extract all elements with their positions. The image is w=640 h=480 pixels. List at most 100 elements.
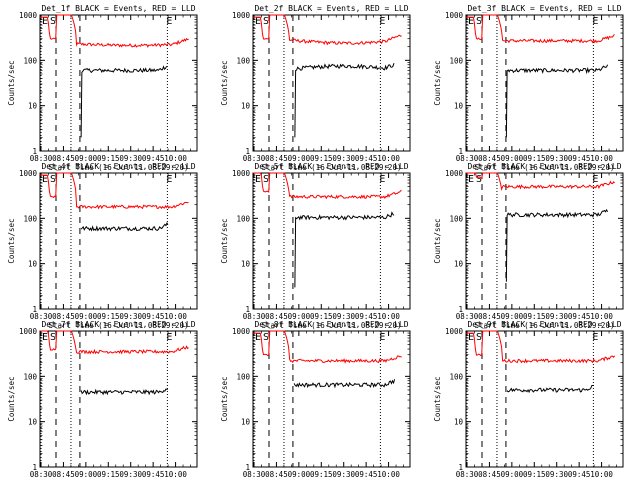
marker-label-e-start: E	[42, 332, 48, 343]
marker-label-s: S	[476, 174, 482, 185]
y-tick-label: 10	[241, 102, 251, 111]
x-tick-label: 09:45	[355, 312, 378, 321]
chart-panel-5f: Det_5f BLACK = Events, RED = LLD 1 10 100 10…	[220, 162, 411, 330]
marker-label-s: S	[263, 174, 269, 185]
x-tick-label: 09:00	[75, 312, 98, 321]
series-events-black	[80, 388, 169, 396]
y-tick-label: 100	[236, 372, 250, 381]
series-events-black	[80, 221, 169, 232]
x-tick-label: 09:30	[119, 154, 142, 163]
y-tick-label: 1000	[445, 169, 464, 178]
x-tick-label: 08:30	[243, 470, 266, 479]
chart-panel-1f: Det_1f BLACK = Events, RED = LLD 1 10 100 10…	[7, 4, 198, 172]
series-lld-red	[466, 172, 615, 191]
plot-frame	[252, 172, 411, 310]
series-events-black	[80, 65, 168, 138]
y-tick-label: 1	[458, 463, 463, 472]
series-lld-red	[253, 330, 402, 364]
y-tick-label: 1000	[232, 11, 251, 20]
x-tick-label: 09:30	[119, 470, 142, 479]
x-tick-label: 08:45	[265, 470, 288, 479]
y-tick-label: 100	[449, 56, 463, 65]
chart-panel-7f: Det_7f BLACK = Events, RED = LLD 1 10 100 10…	[7, 320, 198, 480]
x-tick-label: 08:45	[478, 470, 501, 479]
x-tick-label: 08:30	[30, 470, 53, 479]
marker-label-e-end: E	[592, 332, 598, 343]
x-tick-label: 09:30	[332, 470, 355, 479]
chart-panel-9f: Det_9f BLACK = Events, RED = LLD 1 10 100 10…	[433, 320, 624, 480]
chart-panel-6f: Det_6f BLACK = Events, RED = LLD 1 10 100 10…	[433, 162, 624, 330]
x-tick-label: 08:30	[456, 470, 479, 479]
y-tick-label: 1000	[445, 327, 464, 336]
chart-panel-4f: Det_4f BLACK = Events, RED = LLD 1 10 100 10…	[7, 162, 198, 330]
chart-title: Det_6f BLACK = Events, RED = LLD	[467, 162, 621, 171]
chart-title: Det_7f BLACK = Events, RED = LLD	[41, 320, 195, 329]
y-tick-label: 100	[23, 56, 37, 65]
chart-title: Det_1f BLACK = Events, RED = LLD	[41, 4, 195, 13]
marker-label-e-end: E	[166, 332, 172, 343]
y-axis-label: Counts/sec	[7, 376, 16, 421]
y-tick-label: 10	[28, 102, 38, 111]
y-tick-label: 100	[236, 214, 250, 223]
x-tick-label: 08:45	[265, 154, 288, 163]
x-tick-label: 10:00	[164, 312, 187, 321]
y-tick-label: 1	[458, 305, 463, 314]
y-axis-label: Counts/sec	[220, 376, 229, 421]
y-axis-label: Counts/sec	[433, 60, 442, 105]
marker-label-s: S	[476, 332, 482, 343]
x-axis-label: Start Time (16-Jul-11 08:29:20)	[49, 321, 189, 330]
plot-frame	[465, 330, 624, 468]
x-tick-label: 09:00	[501, 470, 524, 479]
y-axis-label: Counts/sec	[433, 218, 442, 263]
y-tick-label: 1	[32, 463, 37, 472]
series-events-black	[294, 63, 395, 138]
marker-label-e-end: E	[379, 332, 385, 343]
x-tick-label: 09:30	[332, 312, 355, 321]
y-axis-label: Counts/sec	[7, 60, 16, 105]
x-tick-label: 10:00	[590, 312, 613, 321]
x-tick-label: 08:30	[456, 154, 479, 163]
x-tick-label: 09:00	[288, 312, 311, 321]
x-tick-label: 09:45	[142, 470, 165, 479]
x-axis-label: Start Time (16-Jul-11 08:29:20)	[49, 163, 189, 172]
x-tick-label: 10:00	[377, 470, 400, 479]
x-axis-label: Start Time (16-Jul-11 08:29:20)	[262, 163, 402, 172]
x-axis-label: Start Time (16-Jul-11 08:29:20)	[475, 163, 615, 172]
series-events-black	[505, 64, 609, 138]
x-tick-label: 09:15	[523, 470, 546, 479]
y-axis-label: Counts/sec	[220, 218, 229, 263]
x-tick-label: 09:30	[545, 470, 568, 479]
x-tick-label: 08:30	[243, 154, 266, 163]
y-tick-label: 1000	[232, 169, 251, 178]
marker-label-e-start: E	[42, 174, 48, 185]
x-tick-label: 09:30	[545, 154, 568, 163]
chart-panel-8f: Det_8f BLACK = Events, RED = LLD 1 10 100 10…	[220, 320, 411, 480]
marker-label-s: S	[263, 332, 269, 343]
series-events-black	[505, 208, 609, 282]
x-tick-label: 09:00	[75, 470, 98, 479]
y-tick-label: 10	[454, 102, 464, 111]
chart-title: Det_4f BLACK = Events, RED = LLD	[41, 162, 195, 171]
series-lld-red	[40, 330, 189, 355]
x-tick-label: 08:45	[478, 312, 501, 321]
y-tick-label: 10	[241, 260, 251, 269]
x-tick-label: 09:00	[75, 154, 98, 163]
series-lld-red	[253, 14, 402, 46]
marker-label-e-end: E	[592, 16, 598, 27]
x-tick-label: 10:00	[590, 470, 613, 479]
x-tick-label: 08:30	[456, 312, 479, 321]
chart-panel-3f: Det_3f BLACK = Events, RED = LLD 1 10 100 10…	[433, 4, 624, 172]
x-tick-label: 08:30	[30, 312, 53, 321]
x-tick-label: 09:15	[97, 312, 120, 321]
y-tick-label: 100	[449, 372, 463, 381]
x-tick-label: 09:15	[523, 154, 546, 163]
marker-label-e-start: E	[468, 174, 474, 185]
marker-label-e-start: E	[468, 332, 474, 343]
x-tick-label: 09:45	[142, 312, 165, 321]
y-tick-label: 1000	[445, 11, 464, 20]
x-axis-label: Start Time (16-Jul-11 08:29:20)	[475, 321, 615, 330]
y-tick-label: 10	[454, 418, 464, 427]
x-tick-label: 09:30	[119, 312, 142, 321]
y-tick-label: 10	[241, 418, 251, 427]
